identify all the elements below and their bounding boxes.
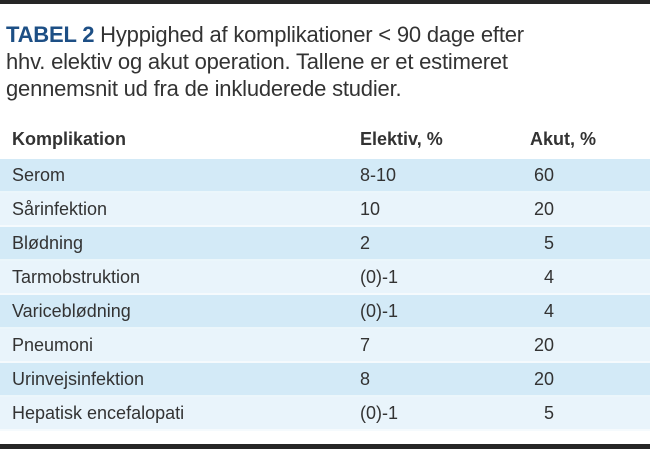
table-row: Hepatisk encefalopati (0)-1 5	[0, 397, 650, 431]
cell-elektiv: (0)-1	[360, 266, 399, 287]
table-row: Pneumoni 7 20	[0, 329, 650, 363]
column-header-komplikation: Komplikation	[12, 128, 127, 149]
cell-elektiv: 8-10	[360, 164, 397, 185]
akut-value: 20	[533, 334, 554, 355]
cell-komplikation: Serom	[12, 164, 66, 185]
cell-elektiv: 7	[360, 334, 371, 355]
cell-akut: 20	[530, 335, 650, 356]
column-header-akut: Akut, %	[530, 128, 597, 149]
table-row: Serom 8-10 60	[0, 159, 650, 193]
table-row: Blødning 2 5	[0, 227, 650, 261]
akut-value: 60	[533, 164, 554, 185]
cell-akut: 60	[530, 165, 650, 186]
complications-table: Komplikation Elektiv, % Akut, % Serom 8-1…	[0, 119, 650, 431]
cell-elektiv: 2	[360, 232, 371, 253]
table-caption-tag: TABEL 2	[6, 22, 95, 47]
table-caption: TABEL 2 Hyppighed af komplikationer < 90…	[6, 21, 620, 102]
table-row: Urinvejsinfektion 8 20	[0, 363, 650, 397]
akut-value: 4	[543, 266, 554, 287]
cell-akut: 5	[530, 403, 650, 424]
bottom-rule	[0, 444, 650, 449]
cell-elektiv: (0)-1	[360, 300, 399, 321]
cell-akut: 5	[530, 233, 650, 254]
table-row: Sårinfektion 10 20	[0, 193, 650, 227]
table-header-row: Komplikation Elektiv, % Akut, %	[0, 119, 650, 159]
cell-akut: 4	[530, 267, 650, 288]
cell-akut: 4	[530, 301, 650, 322]
cell-komplikation: Pneumoni	[12, 334, 94, 355]
cell-komplikation: Sårinfektion	[12, 198, 108, 219]
cell-komplikation: Tarmobstruktion	[12, 266, 141, 287]
akut-value: 5	[543, 232, 554, 253]
akut-value: 20	[533, 368, 554, 389]
cell-elektiv: (0)-1	[360, 402, 399, 423]
table-row: Tarmobstruktion (0)-1 4	[0, 261, 650, 295]
cell-elektiv: 10	[360, 198, 381, 219]
akut-value: 4	[543, 300, 554, 321]
caption-line-3: gennemsnit ud fra de inkluderede studier…	[6, 76, 402, 101]
akut-value: 20	[533, 198, 554, 219]
table-row: Variceblødning (0)-1 4	[0, 295, 650, 329]
top-rule	[0, 0, 650, 4]
cell-akut: 20	[530, 369, 650, 390]
table-body: Serom 8-10 60 Sårinfektion 10 20 Blødning 2 5 Tar…	[0, 159, 650, 431]
akut-value: 5	[543, 402, 554, 423]
column-header-elektiv: Elektiv, %	[360, 128, 443, 149]
caption-line-2: hhv. elektiv og akut operation. Tallene …	[6, 49, 508, 74]
cell-akut: 20	[530, 199, 650, 220]
cell-elektiv: 8	[360, 368, 371, 389]
cell-komplikation: Hepatisk encefalopati	[12, 402, 185, 423]
caption-line-1: Hyppighed af komplikationer < 90 dage ef…	[100, 22, 524, 47]
cell-komplikation: Blødning	[12, 232, 84, 253]
cell-komplikation: Urinvejsinfektion	[12, 368, 145, 389]
cell-komplikation: Variceblødning	[12, 300, 131, 321]
